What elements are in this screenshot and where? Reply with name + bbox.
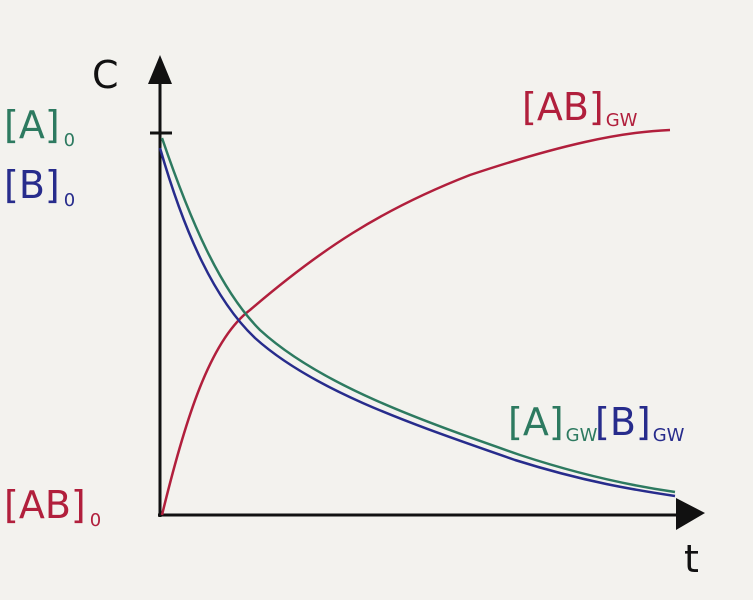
label-sub: GW xyxy=(566,425,598,446)
label-main: [A] xyxy=(4,103,60,147)
label-sub: 0 xyxy=(90,510,101,531)
label-sub: 0 xyxy=(64,130,75,151)
label-main: [B] xyxy=(595,400,651,444)
a-gw-label: [A] GW xyxy=(508,400,598,446)
x-axis-arrow xyxy=(676,498,705,530)
a-curve xyxy=(160,137,676,494)
label-main: [AB] xyxy=(4,483,86,527)
ab-gw-label: [AB] GW xyxy=(522,85,638,131)
ab-curve xyxy=(160,128,671,516)
ab0-label: [AB] 0 xyxy=(4,483,101,531)
label-sub: GW xyxy=(653,425,685,446)
label-main: [B] xyxy=(4,163,60,207)
label-sub: GW xyxy=(606,110,638,131)
label-main: [A] xyxy=(508,400,564,444)
y-axis-arrow xyxy=(148,55,172,84)
x-axis-label: t xyxy=(684,537,699,581)
b0-label: [B] 0 xyxy=(4,163,75,211)
label-sub: 0 xyxy=(64,190,75,211)
b-curve xyxy=(158,147,676,498)
label-main: [AB] xyxy=(522,85,604,129)
y-axis-label: C xyxy=(92,53,119,97)
a0-label: [A] 0 xyxy=(4,103,75,151)
b-gw-label: [B] GW xyxy=(595,400,685,446)
